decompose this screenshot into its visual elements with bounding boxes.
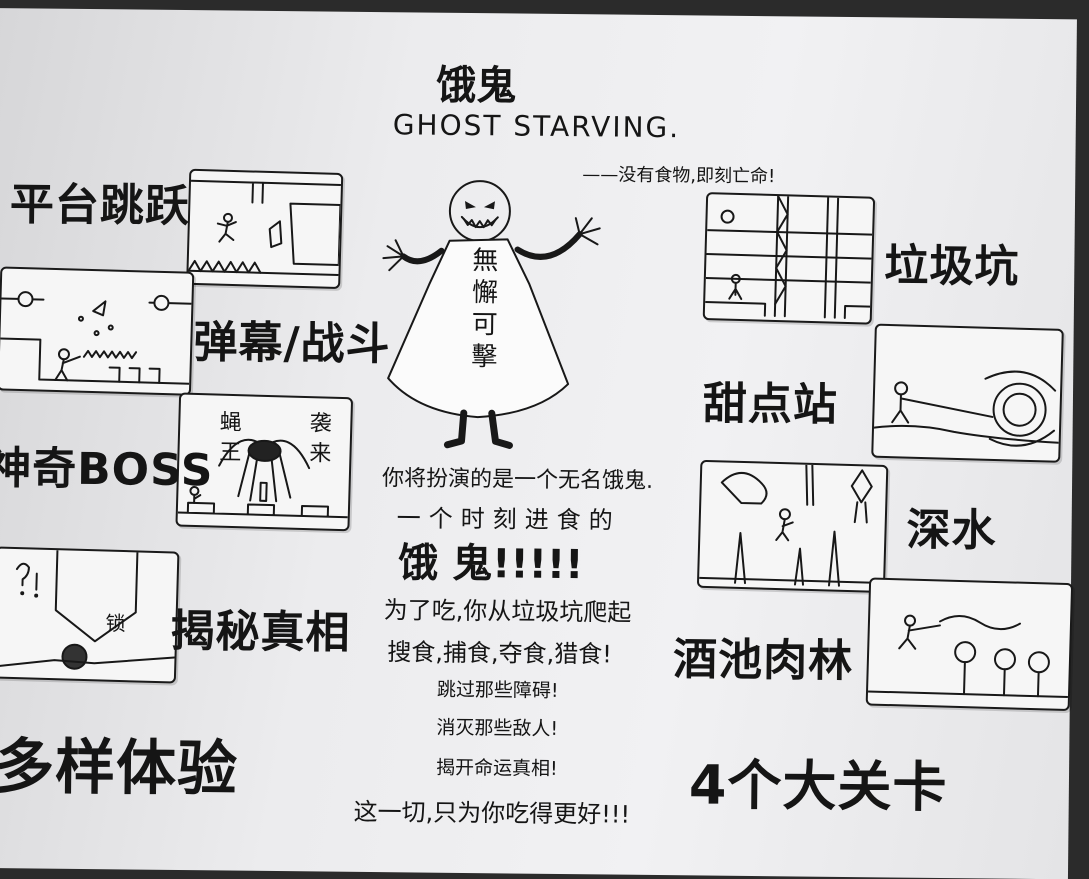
panel-platform-jump — [186, 168, 344, 289]
title-chinese: 饿鬼 — [435, 62, 517, 110]
feature-four-levels: 4个大关卡 — [688, 753, 948, 820]
boss-text-right: 袭来 — [309, 411, 332, 467]
feature-wine-meat-forest: 酒池肉林 — [672, 634, 854, 688]
cape-text: 無懈可擊 — [471, 246, 499, 373]
story-line-6: 跳过那些障碍! — [436, 678, 559, 702]
feature-garbage-pit: 垃圾坑 — [884, 240, 1020, 293]
panel-deep-water — [696, 459, 889, 594]
story-line-9: 这一切,只为你吃得更好!!! — [353, 797, 631, 829]
feature-deep-water: 深水 — [906, 504, 997, 557]
story-line-7: 消灭那些敌人! — [436, 716, 559, 740]
panel-bullet-combat — [0, 266, 195, 396]
story-line-8: 揭开命运真相! — [435, 756, 558, 780]
title-english: GHOST STARVING. — [392, 108, 681, 145]
story-line-3: 饿 鬼!!!!! — [397, 540, 584, 589]
boss-text-left: 蝇王 — [219, 410, 242, 466]
story-line-5: 搜食,捕食,夺食,猎食! — [387, 638, 612, 669]
feature-boss: 神奇BOSS — [0, 442, 214, 497]
paper-sheet: 饿鬼 GHOST STARVING. ——没有食物,即刻亡命! 無懈可擊 — [0, 8, 1077, 879]
panel-boss — [175, 392, 354, 532]
panel-dessert-station — [871, 323, 1064, 463]
feature-dessert-station: 甜点站 — [702, 378, 839, 431]
panel-wine-meat-forest — [865, 577, 1074, 712]
feature-varied-experience: 多样体验 — [0, 732, 239, 805]
feature-reveal-truth: 揭秘真相 — [170, 605, 351, 659]
story-line-1: 你将扮演的是一个无名饿鬼. — [381, 466, 654, 494]
feature-platform-jump: 平台跳跃 — [9, 179, 191, 233]
story-line-4: 为了吃,你从垃圾坑爬起 — [383, 596, 632, 627]
panel-reveal-truth — [0, 546, 180, 684]
ghost-character-drawing — [382, 180, 601, 449]
feature-bullet-combat: 弹幕/战斗 — [193, 317, 391, 371]
lock-text: 锁 — [105, 611, 126, 636]
panel-garbage-pit — [702, 192, 876, 325]
